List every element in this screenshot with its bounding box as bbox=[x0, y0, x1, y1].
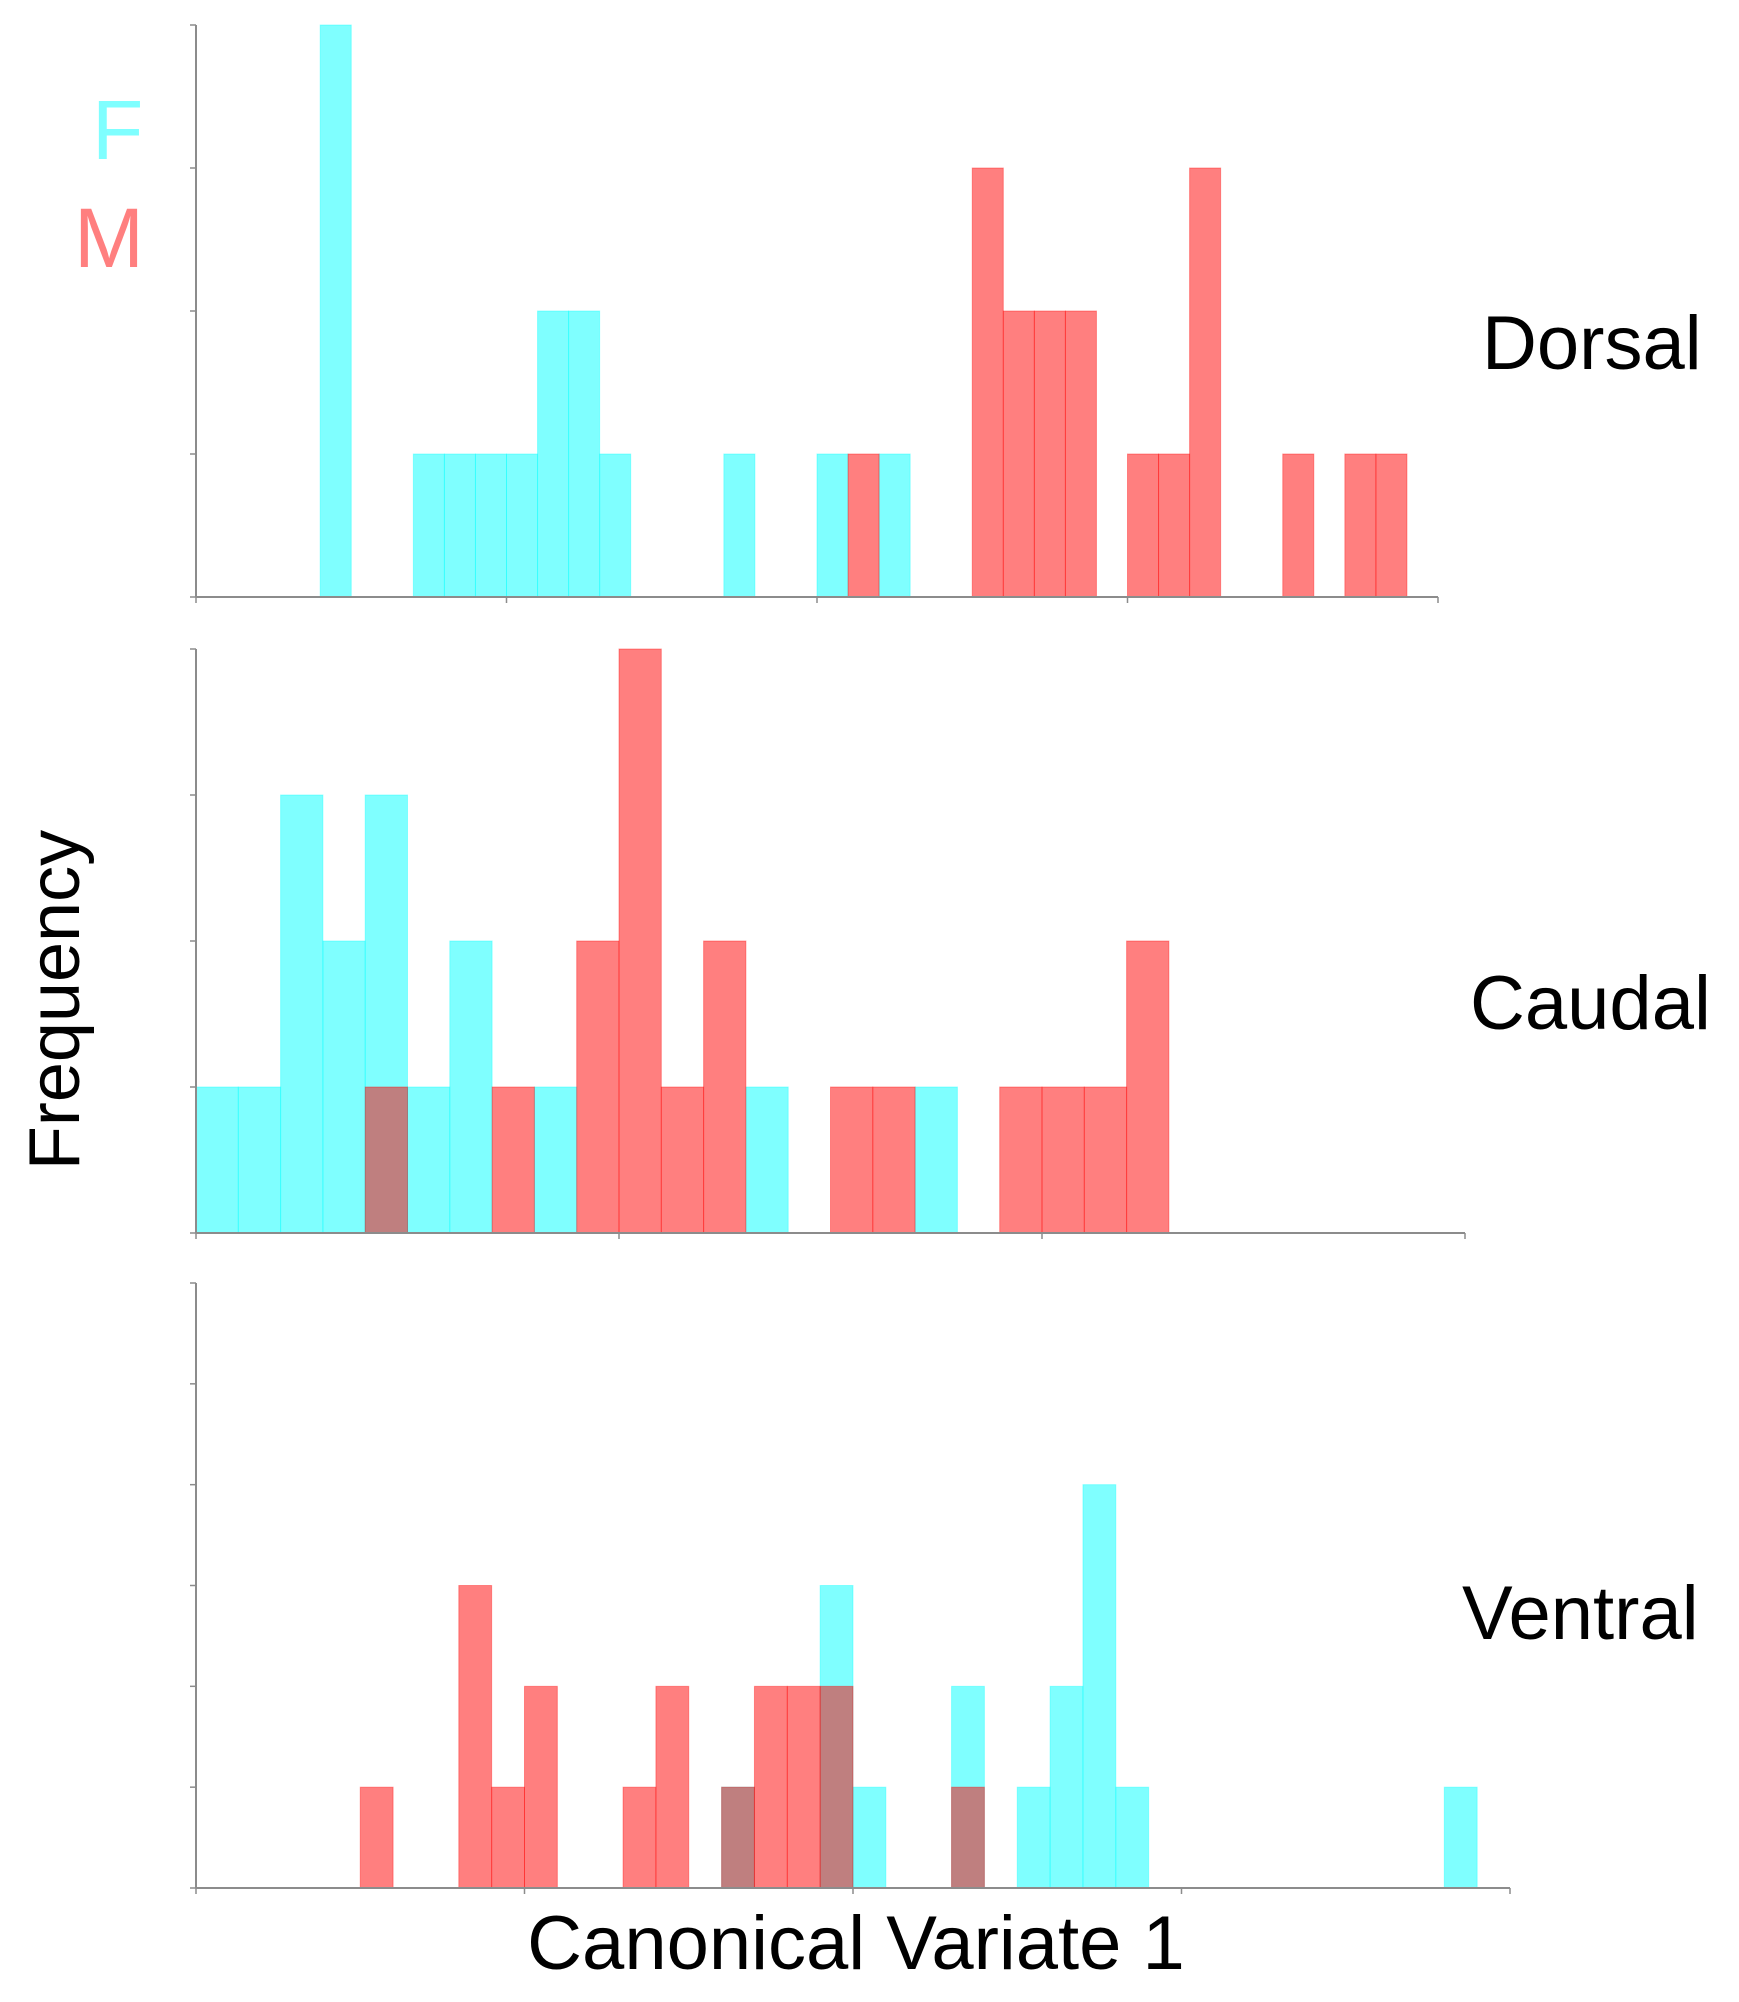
bar-dorsal-m-35 bbox=[1282, 453, 1315, 598]
bar-caudal-m-21 bbox=[1083, 1086, 1128, 1234]
bar-dorsal-m-32 bbox=[1189, 167, 1222, 598]
bar-caudal-m-16 bbox=[872, 1086, 916, 1234]
bar-ventral-m-13 bbox=[622, 1786, 657, 1889]
bar-ventral-f-28 bbox=[1115, 1786, 1150, 1889]
bar-caudal-m-11 bbox=[660, 1086, 705, 1234]
panel-caudal bbox=[190, 648, 1466, 1239]
bar-ventral-m-10 bbox=[524, 1685, 558, 1889]
bar-dorsal-m-25 bbox=[971, 167, 1004, 598]
panel-label-caudal: Caudal bbox=[1470, 961, 1711, 1046]
bar-dorsal-f-11 bbox=[537, 310, 570, 598]
bar-ventral-f-25 bbox=[1016, 1786, 1051, 1889]
bar-ventral-m-18 bbox=[786, 1685, 821, 1889]
bar-dorsal-m-38 bbox=[1375, 453, 1408, 598]
bar-caudal-m-12 bbox=[703, 940, 747, 1234]
bar-ventral-f-27 bbox=[1082, 1484, 1117, 1889]
bar-dorsal-m-31 bbox=[1158, 453, 1191, 598]
bar-dorsal-f-13 bbox=[599, 453, 632, 598]
legend-entry-m: M bbox=[74, 191, 144, 285]
panel-label-dorsal: Dorsal bbox=[1482, 301, 1702, 386]
bar-dorsal-f-10 bbox=[506, 453, 539, 598]
bar-caudal-f-1 bbox=[237, 1086, 282, 1234]
bar-dorsal-f-20 bbox=[816, 453, 849, 598]
bar-caudal-m-4 bbox=[364, 1086, 409, 1234]
bar-caudal-f-0 bbox=[195, 1086, 239, 1234]
bar-dorsal-m-30 bbox=[1127, 453, 1160, 598]
bar-caudal-m-22 bbox=[1126, 940, 1170, 1234]
bar-dorsal-f-9 bbox=[474, 453, 508, 598]
bar-dorsal-f-7 bbox=[412, 453, 445, 598]
bar-dorsal-m-26 bbox=[1002, 310, 1035, 598]
bar-caudal-f-2 bbox=[280, 794, 324, 1234]
bar-dorsal-f-22 bbox=[878, 453, 911, 598]
bar-ventral-m-16 bbox=[721, 1786, 755, 1889]
bar-ventral-m-17 bbox=[753, 1685, 788, 1889]
panel-ventral bbox=[190, 1282, 1511, 1894]
bar-caudal-f-17 bbox=[914, 1086, 958, 1234]
bar-dorsal-m-37 bbox=[1344, 453, 1377, 598]
legend-entry-f: F bbox=[92, 83, 144, 177]
x-axis-label: Canonical Variate 1 bbox=[527, 1901, 1185, 1986]
bar-dorsal-f-8 bbox=[443, 453, 476, 598]
bar-ventral-f-38 bbox=[1443, 1786, 1478, 1889]
bar-ventral-m-23 bbox=[951, 1786, 985, 1889]
bar-ventral-m-5 bbox=[359, 1786, 394, 1889]
bar-caudal-m-7 bbox=[491, 1086, 535, 1234]
bar-ventral-f-20 bbox=[852, 1786, 887, 1889]
bar-caudal-m-19 bbox=[999, 1086, 1043, 1234]
bar-dorsal-m-27 bbox=[1033, 310, 1066, 598]
bar-dorsal-f-12 bbox=[568, 310, 601, 598]
panel-label-ventral: Ventral bbox=[1462, 1571, 1699, 1656]
bar-caudal-m-20 bbox=[1041, 1086, 1085, 1234]
bar-caudal-f-8 bbox=[533, 1086, 578, 1234]
bar-caudal-f-3 bbox=[322, 940, 366, 1234]
y-axis-label: Frequency bbox=[15, 829, 95, 1171]
bar-ventral-m-14 bbox=[655, 1685, 690, 1889]
panel-dorsal bbox=[190, 24, 1439, 603]
bar-dorsal-m-21 bbox=[847, 453, 880, 598]
bar-caudal-m-10 bbox=[618, 648, 662, 1234]
bar-ventral-m-9 bbox=[491, 1786, 525, 1889]
bar-caudal-m-15 bbox=[830, 1086, 874, 1234]
bar-caudal-f-13 bbox=[745, 1086, 789, 1234]
bar-caudal-f-5 bbox=[407, 1086, 451, 1234]
bar-ventral-f-26 bbox=[1049, 1685, 1084, 1889]
bar-ventral-m-19 bbox=[819, 1685, 854, 1889]
bar-ventral-m-8 bbox=[458, 1585, 493, 1889]
bar-dorsal-m-28 bbox=[1064, 310, 1097, 598]
bar-caudal-f-6 bbox=[449, 940, 493, 1234]
bar-dorsal-f-17 bbox=[723, 453, 756, 598]
bar-caudal-m-9 bbox=[576, 940, 620, 1234]
bar-dorsal-f-4 bbox=[319, 24, 352, 598]
